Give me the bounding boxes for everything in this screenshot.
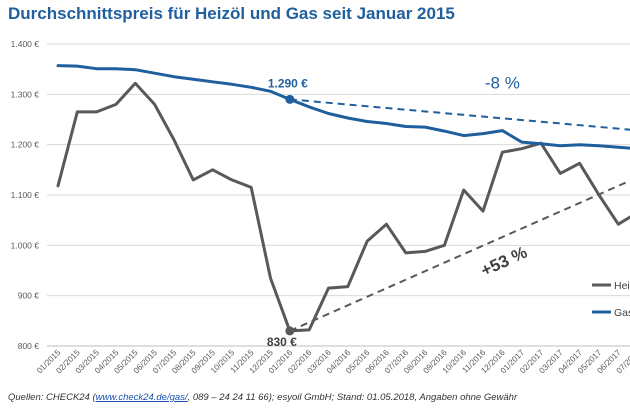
- data-point-gas: [617, 146, 620, 149]
- y-tick-label: 800 €: [18, 341, 40, 351]
- data-point-heizoel: [308, 328, 311, 331]
- data-point-gas: [423, 125, 426, 128]
- marker-heizoel-start: [285, 326, 295, 336]
- y-tick-label: 1.100 €: [11, 190, 40, 200]
- series: [56, 64, 630, 333]
- data-point-heizoel: [366, 240, 369, 243]
- y-tick-label: 900 €: [18, 291, 40, 301]
- data-point-gas: [539, 142, 542, 145]
- marker-gas-start: [285, 94, 295, 104]
- data-point-gas: [481, 132, 484, 135]
- annotation-gas-change: -8 %: [485, 73, 520, 92]
- data-point-heizoel: [597, 193, 600, 196]
- source-prefix: Quellen: CHECK24 (: [8, 392, 96, 403]
- x-axis: 01/201502/201503/201504/201505/201506/20…: [35, 345, 630, 375]
- data-point-heizoel: [95, 110, 98, 113]
- data-point-gas: [578, 143, 581, 146]
- data-point-heizoel: [153, 103, 156, 106]
- data-point-heizoel: [230, 178, 233, 181]
- annotations: 1.290 € 830 € -8 % +53 %: [267, 73, 530, 349]
- data-point-gas: [76, 65, 79, 68]
- data-point-gas: [462, 134, 465, 137]
- data-point-gas: [559, 144, 562, 147]
- y-tick-label: 1.000 €: [11, 240, 40, 250]
- data-point-heizoel: [56, 184, 59, 187]
- data-point-gas: [134, 68, 137, 71]
- legend: Heizöl Gas: [592, 280, 630, 319]
- gridlines: [47, 43, 630, 347]
- page-title: Durchschnittspreis für Heizöl und Gas se…: [8, 4, 455, 23]
- series-line-heizoel: [56, 81, 630, 333]
- data-point-heizoel: [192, 178, 195, 181]
- data-point-gas: [520, 141, 523, 144]
- data-point-heizoel: [346, 285, 349, 288]
- data-point-gas: [250, 86, 253, 89]
- data-point-heizoel: [114, 103, 117, 106]
- annotation-heizoel-start: 830 €: [267, 335, 297, 349]
- source-suffix: , 089 – 24 24 11 66); esyoil GmbH; Stand…: [187, 392, 518, 403]
- data-point-gas: [346, 116, 349, 119]
- data-point-gas: [192, 78, 195, 81]
- data-point-gas: [366, 120, 369, 123]
- data-point-gas: [404, 125, 407, 128]
- source-link[interactable]: www.check24.de/gas/: [95, 392, 188, 403]
- y-axis: 1.400 € 1.300 € 1.200 € 1.100 € 1.000 € 900 €…: [11, 39, 40, 351]
- data-point-heizoel: [617, 223, 620, 226]
- y-tick-label: 1.400 €: [11, 39, 40, 49]
- data-point-gas: [308, 105, 311, 108]
- legend-label-heizoel: Heizöl: [614, 280, 630, 292]
- data-point-gas: [597, 144, 600, 147]
- data-point-gas: [327, 112, 330, 115]
- data-point-heizoel: [481, 210, 484, 213]
- data-point-gas: [153, 72, 156, 75]
- data-point-gas: [501, 129, 504, 132]
- series-line-gas: [56, 64, 630, 150]
- data-point-heizoel: [404, 251, 407, 254]
- data-point-gas: [95, 67, 98, 70]
- trendline-heizoel: [289, 179, 630, 332]
- legend-label-gas: Gas: [614, 307, 630, 319]
- data-point-heizoel: [211, 168, 214, 171]
- source-note: Quellen: CHECK24 (www.check24.de/gas/, 0…: [8, 392, 517, 403]
- data-point-gas: [385, 122, 388, 125]
- data-point-heizoel: [520, 147, 523, 150]
- data-point-gas: [211, 80, 214, 83]
- data-point-heizoel: [578, 162, 581, 165]
- data-point-gas: [443, 129, 446, 132]
- data-point-gas: [172, 75, 175, 78]
- trendlines: [289, 98, 630, 332]
- data-point-heizoel: [423, 250, 426, 253]
- data-point-heizoel: [443, 244, 446, 247]
- data-point-heizoel: [172, 138, 175, 141]
- y-tick-label: 1.300 €: [11, 89, 40, 99]
- annotation-gas-start: 1.290 €: [268, 76, 308, 90]
- data-point-gas: [56, 64, 59, 67]
- data-point-heizoel: [250, 186, 253, 189]
- y-tick-label: 1.200 €: [11, 140, 40, 150]
- data-point-gas: [230, 83, 233, 86]
- data-point-heizoel: [501, 151, 504, 154]
- data-point-heizoel: [76, 110, 79, 113]
- data-point-heizoel: [327, 287, 330, 290]
- data-point-heizoel: [559, 172, 562, 175]
- data-point-gas: [114, 67, 117, 70]
- data-point-heizoel: [385, 223, 388, 226]
- trendline-gas: [289, 98, 630, 131]
- data-point-heizoel: [462, 188, 465, 191]
- annotation-heizoel-change: +53 %: [478, 243, 530, 281]
- data-point-heizoel: [269, 276, 272, 279]
- data-point-heizoel: [134, 82, 137, 85]
